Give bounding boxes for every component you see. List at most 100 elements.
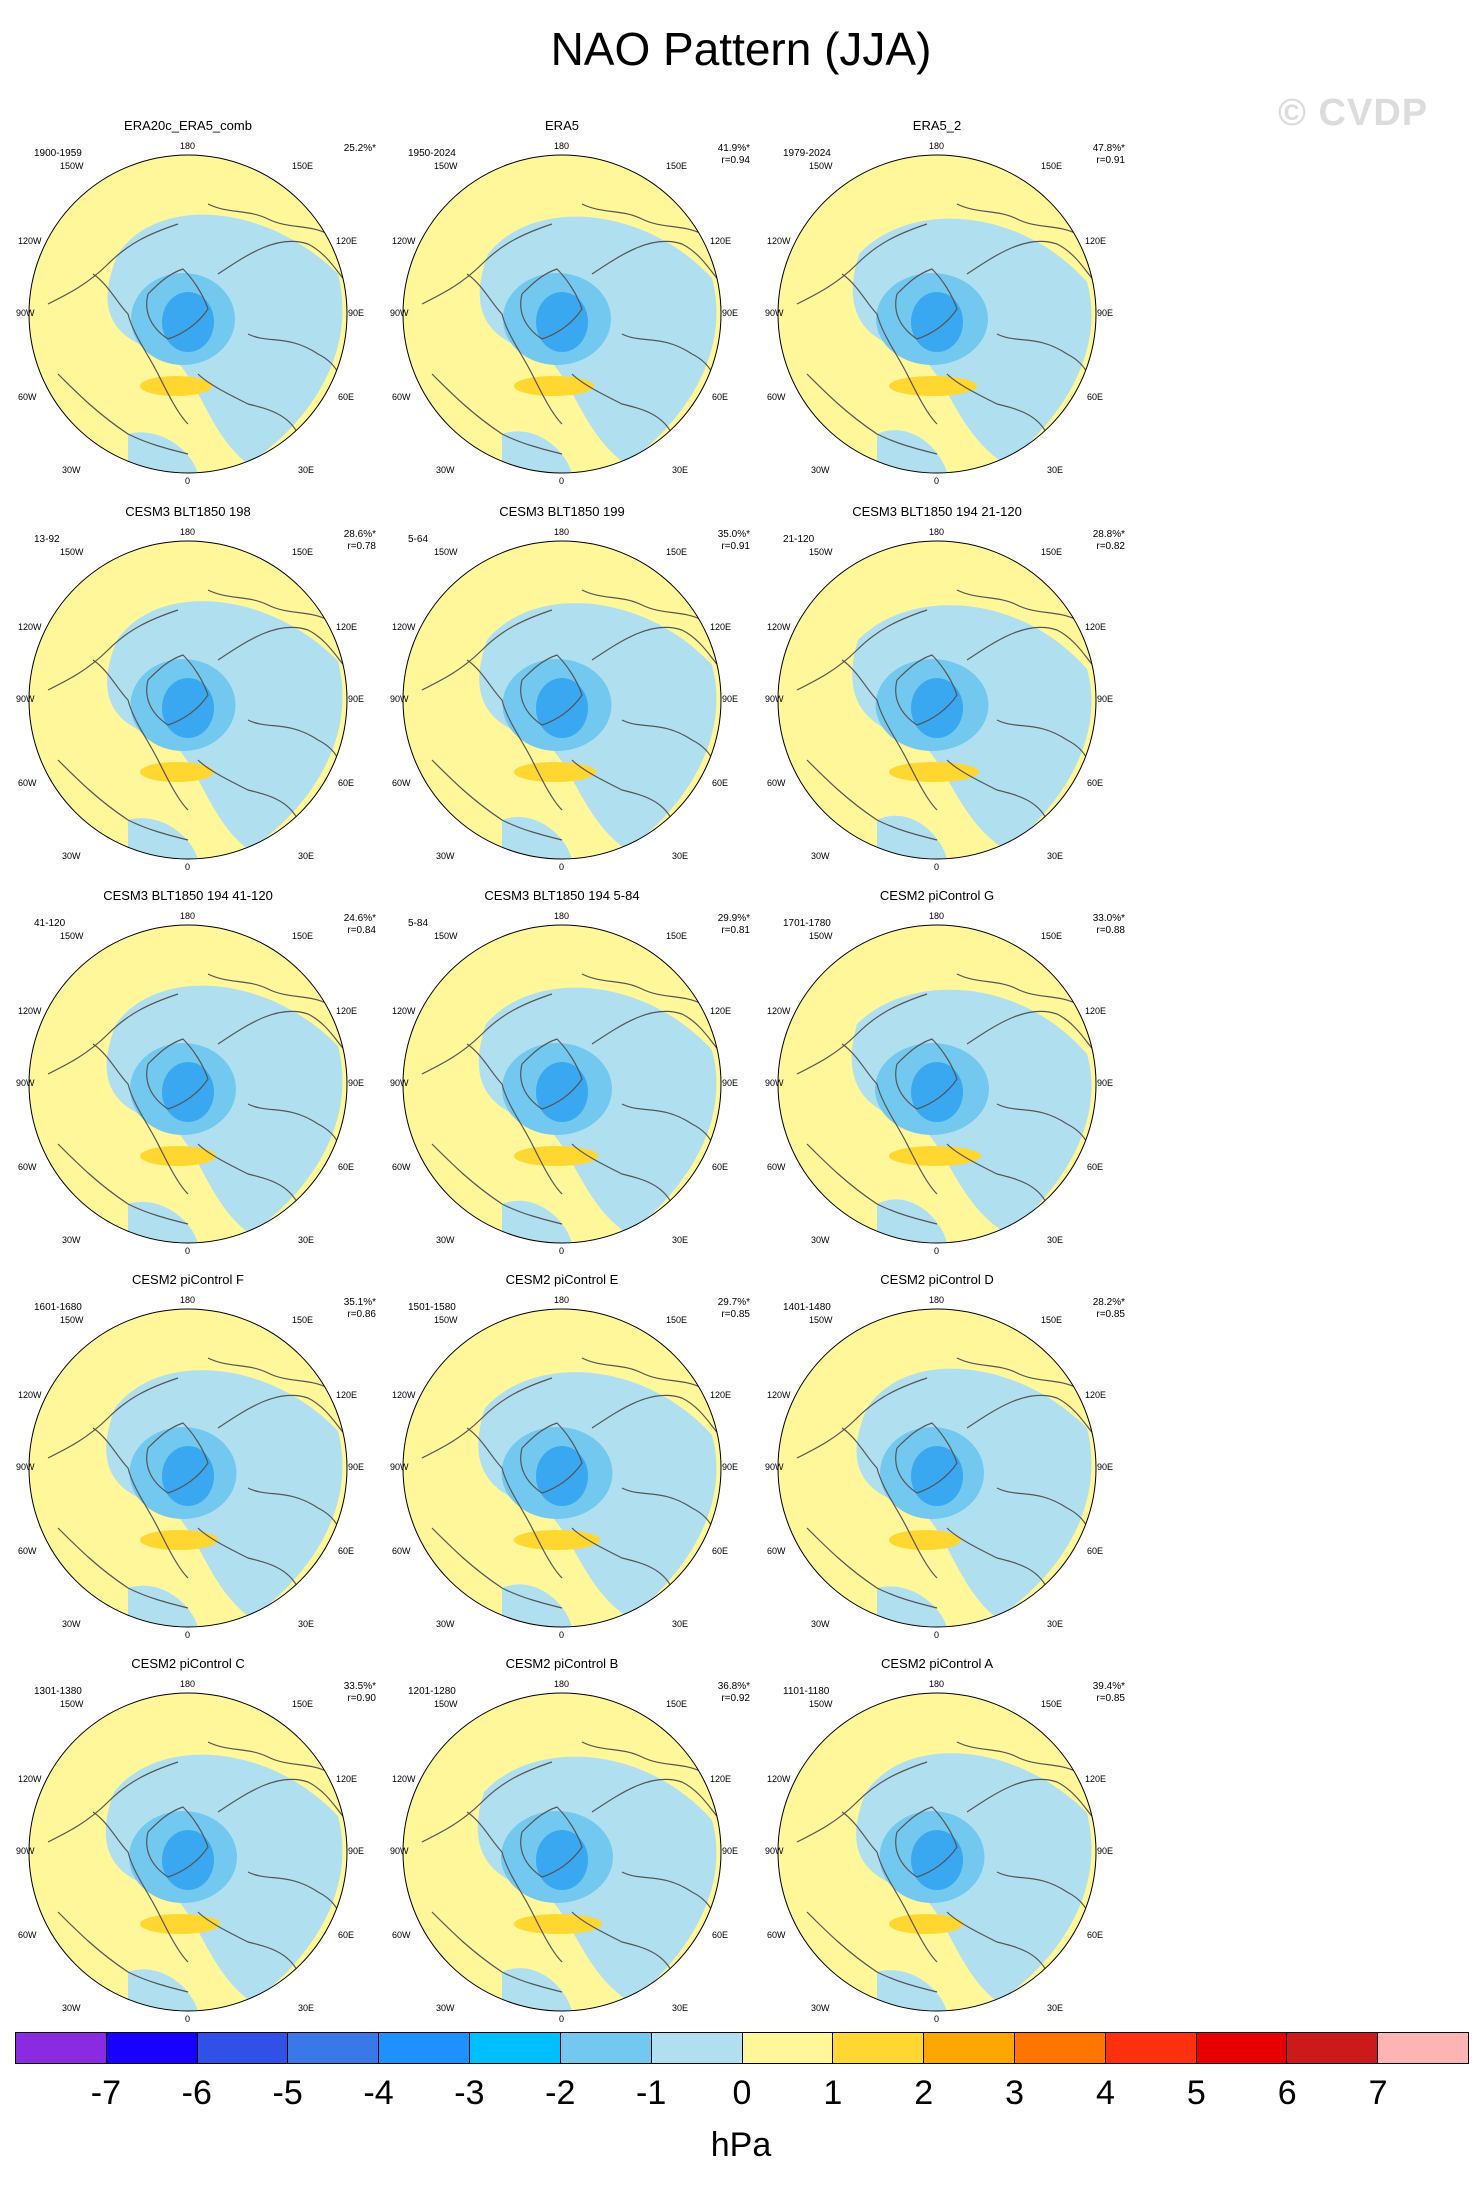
lon-label: 150E [292, 547, 314, 557]
panel-title: CESM3 BLT1850 194 41-120 [103, 888, 273, 903]
colorbar-swatch [924, 2033, 1015, 2063]
lon-label: 120W [392, 1390, 416, 1400]
colorbar-tick-label: 2 [914, 2074, 934, 2112]
colorbar-tick-label: 3 [1005, 2074, 1025, 2112]
colorbar-tick-label: 6 [1277, 2074, 1297, 2112]
polar-map [777, 924, 1097, 1244]
lon-label: 90E [722, 1078, 739, 1088]
lon-label: 150W [809, 161, 833, 171]
lon-label: 90W [390, 1462, 409, 1472]
colorbar-swatch [742, 2033, 834, 2063]
lon-label: 60W [18, 1546, 37, 1556]
panel-correlation: r=0.88 [1096, 925, 1125, 936]
lon-label: 60E [338, 392, 355, 402]
map-panel: CESM2 piControl B 1201-1280 36.8%* r=0.92 18… [382, 1656, 782, 2041]
lon-label: 150E [1041, 161, 1063, 171]
panel-correlation: r=0.92 [721, 1693, 750, 1704]
lon-label: 0 [559, 2014, 565, 2024]
panel-title: CESM2 piControl F [132, 1272, 244, 1287]
lon-label: 90E [1097, 1462, 1114, 1472]
lon-label: 90W [16, 1846, 35, 1856]
lon-label: 30W [436, 851, 455, 861]
lon-label: 150E [292, 1699, 314, 1709]
lon-label: 0 [559, 1630, 565, 1640]
lon-label: 120E [336, 1006, 358, 1016]
panel-period: 21-120 [783, 534, 815, 545]
map-panel: CESM3 BLT1850 194 21-120 21-120 28.8%* r=0.… [757, 504, 1157, 889]
lon-label: 90W [765, 1462, 784, 1472]
polar-map [402, 1308, 722, 1628]
lon-label: 0 [559, 476, 565, 486]
lon-label: 120W [18, 622, 42, 632]
polar-map [28, 924, 348, 1244]
panel-title: ERA5 [545, 118, 579, 133]
lon-label: 30W [811, 1619, 830, 1629]
lon-label: 120E [1085, 236, 1107, 246]
lon-label: 120W [767, 622, 791, 632]
lon-label: 30E [672, 2003, 689, 2013]
panel-correlation: r=0.85 [1096, 1693, 1125, 1704]
lon-label: 150E [666, 931, 688, 941]
map-panel: CESM2 piControl A 1101-1180 39.4%* r=0.85 18… [757, 1656, 1157, 2041]
colorbar-tick-label: -7 [90, 2074, 121, 2112]
lon-label: 180 [180, 527, 196, 537]
polar-map [402, 924, 722, 1244]
lon-label: 60E [1087, 1546, 1104, 1556]
map-panel: CESM3 BLT1850 199 5-64 35.0%* r=0.91 180 150W… [382, 504, 782, 889]
lon-label: 90W [390, 1846, 409, 1856]
panel-period: 5-84 [408, 918, 429, 929]
lon-label: 60W [18, 392, 37, 402]
lon-label: 150W [60, 1315, 84, 1325]
lon-label: 0 [934, 1630, 940, 1640]
panel-variance-pct: 41.9%* [717, 143, 750, 154]
lon-label: 30W [436, 1619, 455, 1629]
lon-label: 90W [390, 694, 409, 704]
lon-label: 150W [809, 1699, 833, 1709]
lon-label: 90E [348, 1078, 365, 1088]
lon-label: 60E [1087, 778, 1104, 788]
lon-label: 90E [1097, 1846, 1114, 1856]
lon-label: 60W [18, 1930, 37, 1940]
lon-label: 90W [16, 694, 35, 704]
panel-correlation: r=0.90 [347, 1693, 376, 1704]
lon-label: 30W [436, 1235, 455, 1245]
lon-label: 0 [185, 1630, 191, 1640]
lon-label: 150W [434, 1315, 458, 1325]
lon-label: 90E [722, 694, 739, 704]
lon-label: 0 [934, 1246, 940, 1256]
lon-label: 60W [767, 1546, 786, 1556]
colorbar-swatch [1196, 2033, 1288, 2063]
lon-label: 180 [180, 141, 196, 151]
map-panel: ERA5 1950-2024 41.9%* r=0.94 180 150W 150E 120W… [382, 118, 782, 503]
lon-label: 120E [336, 236, 358, 246]
cvdp-watermark: © CVDP [1278, 92, 1429, 134]
lon-label: 90E [1097, 1078, 1114, 1088]
panel-period: 1979-2024 [783, 148, 831, 159]
lon-label: 0 [185, 1246, 191, 1256]
lon-label: 30W [62, 465, 81, 475]
lon-label: 120W [392, 1774, 416, 1784]
panel-variance-pct: 33.5%* [343, 1681, 376, 1692]
lon-label: 60W [18, 778, 37, 788]
lon-label: 60E [712, 778, 729, 788]
lon-label: 150E [292, 161, 314, 171]
colorbar-swatch [560, 2033, 652, 2063]
panel-title: ERA5_2 [912, 118, 962, 133]
lon-label: 60W [392, 1930, 411, 1940]
lon-label: 60W [767, 778, 786, 788]
colorbar-tick-label: 7 [1368, 2074, 1388, 2112]
lon-label: 60W [767, 1162, 786, 1172]
lon-label: 60E [1087, 1930, 1104, 1940]
lon-label: 30W [436, 465, 455, 475]
panel-variance-pct: 35.0%* [717, 529, 750, 540]
map-panel: CESM2 piControl G 1701-1780 33.0%* r=0.88 18… [757, 888, 1157, 1273]
lon-label: 90E [348, 1846, 365, 1856]
lon-label: 150E [292, 931, 314, 941]
lon-label: 30W [811, 465, 830, 475]
panel-variance-pct: 25.2%* [343, 143, 376, 154]
lon-label: 150E [666, 1315, 688, 1325]
colorbar-swatch [1287, 2033, 1379, 2063]
lon-label: 150E [1041, 547, 1063, 557]
lon-label: 150W [60, 161, 84, 171]
lon-label: 120E [710, 236, 732, 246]
